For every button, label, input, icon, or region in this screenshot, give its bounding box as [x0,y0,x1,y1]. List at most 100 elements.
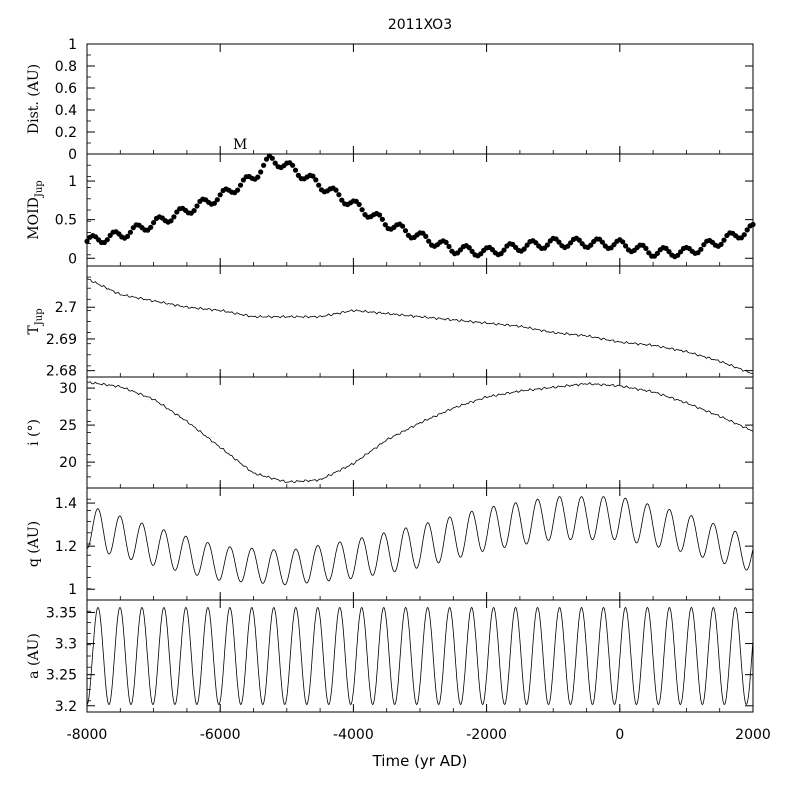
data-point-moid [654,250,661,256]
data-point-moid [313,177,319,183]
data-point-moid [382,222,388,228]
data-point-moid [744,227,750,233]
y-axis-label-sub-moid: Jup [34,180,45,198]
data-point-moid [292,167,299,173]
data-point-moid [127,229,133,235]
y-axis-label-dist: Dist. (AU) [26,64,42,134]
y-axis-label-sub-tjup: Jup [34,308,45,326]
data-point-moid [261,162,267,168]
data-point-moid [498,251,504,257]
y-tick-label-dist: 0.4 [55,103,77,119]
data-point-moid [356,201,362,208]
data-point-moid [568,240,574,246]
y-tick-label-q: 1 [68,582,77,598]
data-point-moid [623,243,629,249]
data-point-moid [316,182,322,188]
data-point-moid [478,251,484,257]
x-tick-label: 2000 [735,727,771,743]
data-point-moid [379,216,385,222]
y-tick-label-incl: 25 [59,418,77,434]
data-point-moid [718,241,724,247]
y-tick-label-dist: 0.8 [55,59,77,75]
data-point-moid [376,212,383,218]
data-point-moid [168,218,174,224]
y-axis-label-q: q (AU) [26,521,42,567]
x-tick-label: -8000 [67,727,108,743]
data-point-moid [521,246,527,252]
data-point-moid [310,173,316,179]
data-point-moid [701,242,707,248]
data-point-moid [151,220,157,226]
data-point-moid [501,247,507,253]
y-tick-label-tjup: 2.68 [46,364,77,380]
data-point-moid [400,223,406,229]
x-axis-label: Time (yr AD) [372,752,468,770]
data-point-moid [611,242,617,248]
data-point-moid [211,200,217,206]
y-tick-label-moid: 1 [68,174,77,190]
x-tick-label: -4000 [333,727,374,743]
data-point-moid [544,242,551,248]
data-point-moid [104,237,110,243]
data-point-moid [333,187,339,193]
data-point-moid [214,197,220,203]
y-tick-label-dist: 0 [68,147,77,163]
chart-panels: 0 0.2 0.4 0.6 0.8 1 Dist. (AU) 0 0.5 1 MOIDJup M 2.6… [26,37,771,743]
data-point-moid [124,233,131,239]
panel-incl: 20 25 30 i (°) [26,376,754,489]
data-point-moid [695,250,701,256]
data-point-moid [290,162,296,168]
data-point-moid [191,208,197,214]
x-tick-label: -6000 [200,727,241,743]
data-point-moid [426,238,432,244]
data-point-moid [217,192,223,198]
data-point-moid [235,187,241,193]
data-point-moid [620,239,626,245]
data-point-moid [269,155,275,161]
data-point-moid [446,243,452,250]
y-tick-label-a: 3.3 [55,637,77,653]
x-tick-label: 0 [615,727,624,743]
data-point-moid [263,156,270,162]
data-point-moid [194,203,200,209]
y-axis-label-incl: i (°) [26,419,42,446]
series-line-tjup [86,278,754,375]
chart-title: 2011XO3 [388,17,452,33]
y-axis-label-tjup: TJup [26,308,45,334]
y-tick-label-tjup: 2.7 [55,300,77,316]
series-line-a [86,606,754,706]
y-tick-label-incl: 30 [59,381,77,397]
data-point-moid [258,169,264,175]
y-tick-label-a: 3.25 [46,668,77,684]
panel-dist: 0 0.2 0.4 0.6 0.8 1 Dist. (AU) [26,37,754,163]
y-axis-label-a: a (AU) [26,633,42,679]
data-point-moid [402,228,409,234]
data-point-moid [666,249,672,255]
data-point-moid [171,214,177,220]
data-point-moid [148,224,154,230]
panel-moid: 0 0.5 1 MOIDJup M [26,137,756,267]
data-point-moid [272,160,278,166]
y-tick-label-incl: 20 [59,455,77,471]
data-point-moid [675,252,681,258]
data-point-moid [588,242,594,248]
data-point-moid [524,242,530,248]
data-point-moid [423,233,429,239]
data-point-moid [84,238,90,244]
data-point-moid [359,207,365,213]
y-tick-label-moid: 0 [68,251,77,267]
panel-tjup: 2.68 2.69 2.7 TJup [26,265,754,380]
panel-frame-dist [86,43,754,155]
y-tick-label-dist: 0.6 [55,81,77,97]
y-tick-label-a: 3.2 [55,699,77,715]
y-tick-label-a: 3.35 [46,605,77,621]
data-point-moid [469,248,475,254]
data-point-moid [565,243,571,249]
data-point-moid [750,221,756,228]
y-tick-label-dist: 0.2 [55,125,77,141]
data-point-moid [237,182,244,188]
marker-label: M [233,137,247,153]
y-axis-label-moid: MOIDJup [26,180,45,239]
data-point-moid [556,239,562,245]
